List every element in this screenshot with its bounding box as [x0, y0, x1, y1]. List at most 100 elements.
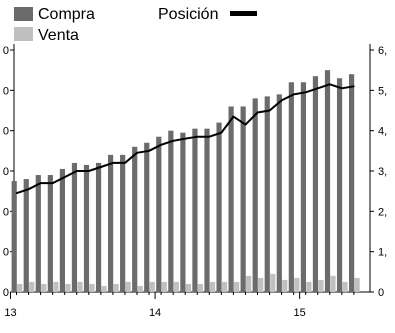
legend: Compra Venta Posición	[14, 6, 257, 44]
compra-bar	[300, 82, 306, 293]
venta-bar	[185, 283, 191, 292]
compra-bar	[336, 78, 343, 292]
labels-layer: 0 0 0 1, 0 2, 0 3, 0 4, 0 5, 0 6, 13 14 15	[3, 45, 387, 319]
right-tick-label: 2,	[378, 206, 387, 218]
legend-swatch-compra	[14, 7, 33, 21]
left-tick-label: 0	[3, 287, 9, 299]
x-tick-label: 14	[149, 307, 161, 319]
compra-bar	[276, 94, 282, 292]
compra-bar	[192, 128, 198, 292]
right-tick-label: 0	[378, 287, 384, 299]
venta-bar	[330, 275, 336, 292]
right-tick-label: 3,	[378, 166, 387, 178]
compra-bar	[156, 136, 162, 292]
venta-bar	[173, 281, 179, 292]
legend-label-posicion: Posición	[158, 6, 218, 23]
venta-bar	[209, 281, 216, 292]
compra-bar	[83, 164, 90, 292]
venta-bar	[234, 281, 240, 292]
posicion-point	[220, 131, 223, 134]
compra-bar	[95, 162, 102, 292]
posicion-point	[341, 87, 343, 90]
posicion-point	[304, 91, 307, 94]
posicion-point	[353, 85, 355, 88]
x-tick-label: 13	[4, 307, 16, 319]
posicion-point	[27, 188, 30, 190]
bars-layer	[11, 70, 360, 293]
compra-bar	[59, 168, 65, 292]
right-tick-label: 5,	[378, 85, 387, 97]
venta-bar	[113, 283, 119, 292]
venta-bar	[270, 273, 276, 292]
venta-bar	[89, 283, 95, 292]
left-tick-label: 0	[3, 85, 9, 97]
left-tick-label: 0	[3, 126, 9, 138]
posicion-point	[172, 139, 174, 142]
venta-bar	[149, 281, 155, 292]
posicion-point	[184, 137, 186, 140]
compra-bar	[144, 142, 150, 292]
compra-bar	[47, 175, 53, 292]
venta-bar	[258, 277, 264, 292]
compra-bar	[120, 154, 126, 292]
compra-bar	[312, 76, 319, 292]
posicion-point	[256, 111, 259, 114]
compra-bar	[288, 82, 294, 293]
compra-bar	[252, 98, 258, 293]
posicion-point	[292, 93, 295, 96]
left-tick-label: 0	[3, 206, 9, 218]
venta-bar	[17, 283, 23, 292]
legend-swatch-posicion	[230, 11, 257, 16]
venta-bar	[101, 285, 107, 292]
posicion-point	[136, 152, 138, 154]
venta-bar	[65, 283, 71, 292]
posicion-point	[39, 182, 42, 184]
compra-bar	[23, 179, 29, 292]
posicion-point	[160, 143, 162, 146]
posicion-point	[316, 87, 319, 90]
venta-bar	[137, 285, 143, 292]
right-tick-label: 6,	[378, 45, 387, 57]
venta-bar	[282, 279, 288, 292]
compra-bar	[204, 128, 210, 292]
venta-bar	[161, 281, 167, 292]
posicion-point	[280, 99, 283, 102]
venta-bar	[354, 277, 360, 292]
compra-bar	[216, 122, 222, 292]
left-tick-label: 0	[3, 166, 9, 178]
compra-bar	[132, 146, 138, 292]
compra-bar	[35, 175, 41, 292]
venta-bar	[221, 281, 228, 292]
venta-bar	[197, 283, 204, 292]
compra-bar	[180, 132, 186, 292]
posicion-point	[100, 166, 102, 168]
posicion-point	[75, 170, 78, 172]
posicion-point	[208, 135, 211, 138]
compra-bar	[71, 162, 78, 292]
venta-bar	[125, 281, 131, 292]
legend-label-venta: Venta	[38, 27, 79, 44]
compra-bar	[168, 130, 174, 292]
posicion-point	[112, 162, 114, 164]
venta-bar	[29, 281, 35, 292]
venta-bar	[342, 281, 348, 292]
venta-bar	[77, 281, 83, 292]
venta-bar	[246, 275, 252, 292]
compra-bar	[264, 96, 270, 292]
posicion-point	[329, 83, 331, 86]
compra-bar	[349, 74, 355, 292]
venta-bar	[318, 279, 324, 292]
venta-bar	[41, 283, 47, 292]
compra-bar	[108, 154, 114, 292]
compra-bar	[11, 181, 17, 292]
x-tick-label: 15	[294, 307, 306, 319]
venta-bar	[306, 281, 312, 292]
posicion-point	[232, 115, 235, 118]
posicion-point	[15, 192, 18, 194]
posicion-point	[124, 162, 126, 164]
venta-bar	[53, 281, 59, 292]
venta-bar	[294, 277, 300, 292]
posicion-point	[196, 135, 199, 138]
